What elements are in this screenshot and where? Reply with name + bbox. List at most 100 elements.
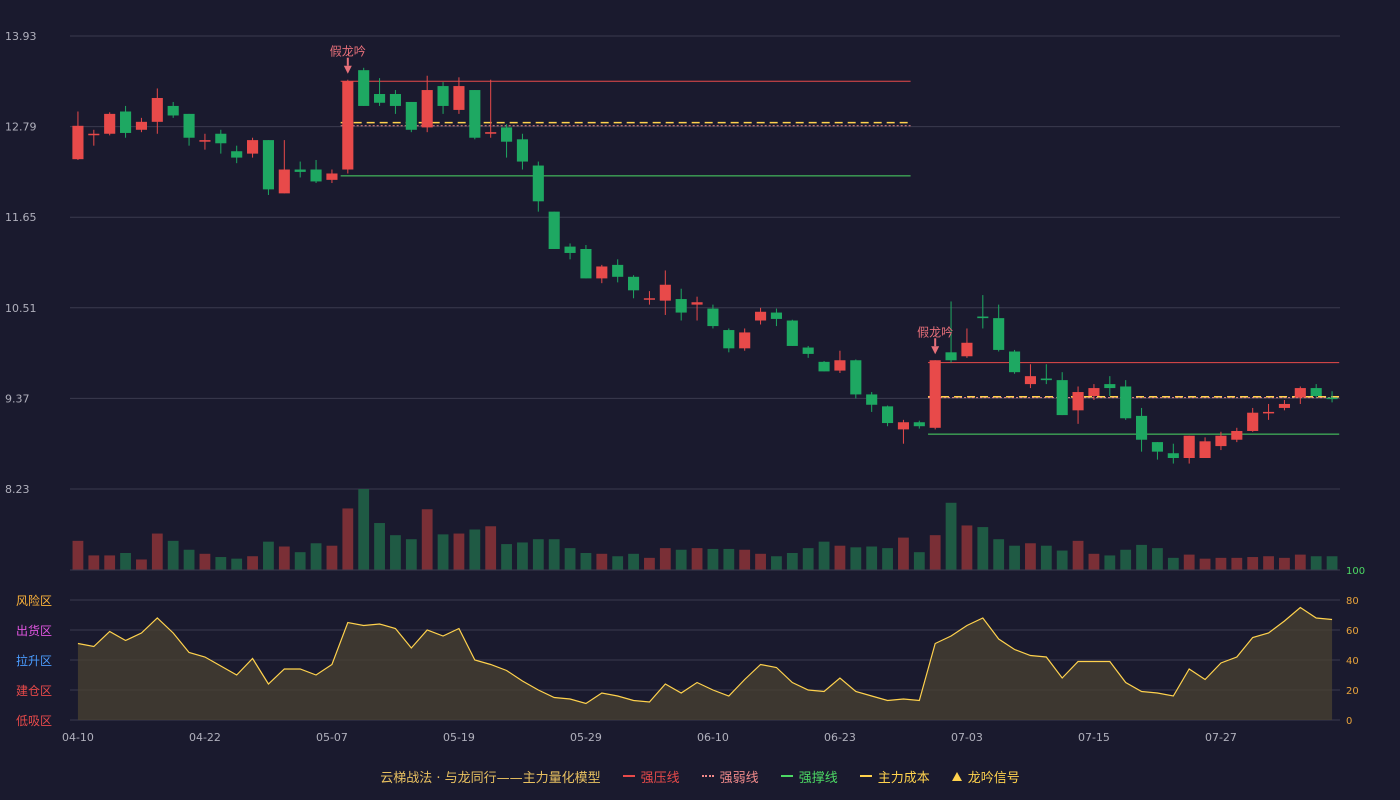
volume-bar (199, 553, 211, 570)
candle (834, 350, 846, 373)
volume-bar (564, 548, 576, 570)
candle (247, 137, 259, 158)
volume-bar (1136, 544, 1147, 570)
candle (485, 79, 497, 138)
volume-bar (1009, 545, 1020, 570)
signal-triangle-icon (951, 771, 962, 781)
volume-bar (1326, 556, 1338, 570)
legend-item-support[interactable]: 强撑线 (780, 767, 838, 786)
volume-bar (945, 502, 957, 570)
volume-bar (834, 545, 846, 570)
volume-bar (485, 526, 497, 570)
osc-tick-label: 0 (1346, 716, 1352, 727)
candle (628, 275, 640, 299)
candle-body (897, 422, 909, 430)
candle-body (723, 330, 735, 349)
candle-body (151, 97, 163, 122)
osc-zone-label: 出货区 (16, 623, 52, 638)
price-tick-label: 10.51 (5, 302, 37, 315)
candle (739, 328, 751, 351)
volume-bar (532, 539, 544, 570)
volume-bar (390, 535, 401, 570)
volume-bar (453, 533, 465, 570)
candle (135, 117, 147, 133)
volume-bar (1279, 557, 1290, 570)
legend-item-press[interactable]: 强压线 (622, 767, 680, 786)
candle-body (485, 132, 497, 134)
osc-tick-label: 20 (1346, 686, 1359, 697)
signal-arrow-icon (343, 65, 352, 74)
volume-bar (1104, 555, 1116, 570)
candle-body (1088, 388, 1100, 397)
candle-body (1056, 380, 1068, 416)
legend-item-weak[interactable]: 强弱线 (701, 767, 759, 786)
candle-body (516, 139, 528, 162)
volume-bar (961, 525, 973, 570)
legend-title: 云梯战法 · 与龙同行——主力量化模型 (380, 770, 601, 786)
candle-body (1278, 403, 1290, 408)
candle-body (929, 360, 941, 428)
volume-bar (405, 539, 417, 570)
candle (151, 88, 163, 134)
candle (850, 359, 862, 399)
candle-body (342, 81, 354, 170)
legend-item-signal[interactable]: 龙吟信号 (951, 767, 1020, 786)
candle-body (612, 264, 624, 277)
weak-line-icon (701, 775, 714, 777)
volume-bar (612, 556, 624, 570)
signal-arrow-icon (931, 346, 940, 355)
candle-body (1104, 384, 1116, 389)
candle (1088, 384, 1100, 400)
candle (532, 161, 544, 212)
date-tick-label: 07-27 (1205, 731, 1237, 744)
volume-bar (278, 546, 290, 570)
candle-body (358, 70, 370, 106)
volume-bar (1167, 557, 1179, 570)
date-tick-label: 04-10 (62, 731, 94, 744)
volume-bar (596, 553, 608, 570)
candle (691, 296, 703, 321)
candle (675, 288, 687, 321)
candle-body (913, 422, 925, 427)
candle-body (215, 133, 227, 144)
volume-bar (1215, 557, 1227, 570)
candle (294, 161, 306, 178)
candle-body (786, 320, 798, 346)
volume-bar (691, 548, 703, 570)
candle-body (1231, 430, 1243, 440)
candle (961, 328, 973, 358)
candle-body (1183, 435, 1195, 459)
volume-bar (247, 556, 258, 570)
osc-tick-label: 40 (1346, 656, 1359, 667)
support-line-icon (780, 775, 793, 777)
candle-body (977, 316, 989, 319)
candle-body (945, 352, 957, 361)
candle (1056, 372, 1068, 416)
candle-body (643, 298, 655, 300)
volume-bar (802, 548, 814, 570)
volume-bar (866, 546, 878, 570)
volume-bar (1183, 554, 1195, 570)
volume-bar (310, 543, 322, 570)
candle-body (1072, 392, 1084, 411)
volume-bar (548, 539, 560, 570)
volume-bar (421, 509, 433, 570)
candle (1215, 431, 1227, 451)
legend-item-cost[interactable]: 主力成本 (859, 767, 930, 786)
candle-body (389, 94, 401, 106)
candle (374, 78, 386, 106)
volume-bar (977, 527, 989, 570)
candle-body (167, 105, 179, 116)
osc-tick-label: 80 (1346, 596, 1359, 607)
volume-bar (294, 552, 306, 570)
candle-body (1326, 397, 1338, 400)
candle (72, 111, 84, 160)
candle (1104, 376, 1116, 397)
volume-bar (374, 523, 385, 570)
volume-bar (326, 545, 338, 570)
candle-body (310, 169, 322, 182)
date-tick-label: 05-29 (570, 731, 602, 744)
candle (1231, 427, 1243, 443)
volume-bar (358, 489, 370, 570)
candle-body (1151, 442, 1163, 452)
